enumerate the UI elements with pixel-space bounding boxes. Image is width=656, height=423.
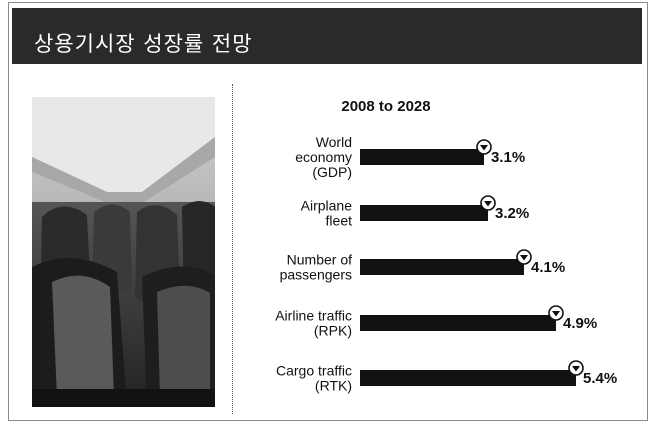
bar [360,259,524,275]
value-label: 5.4% [583,370,617,387]
bar [360,315,556,331]
value-label: 3.2% [495,205,529,222]
down-triangle-circle-icon [548,305,564,321]
panel-divider [232,84,233,414]
down-triangle-circle-icon [480,195,496,211]
category-label-line: Cargo traffic [276,363,352,379]
down-triangle-circle-icon [476,139,492,155]
category-label: Number of passengers [280,252,353,283]
airplane-cabin-photo [32,97,215,407]
category-label: Airplane fleet [301,198,353,229]
category-label-line: economy [295,149,352,165]
category-label-line: Number of [287,252,352,268]
bar [360,370,576,386]
category-label-line: (RTK) [315,378,352,394]
category-label-line: fleet [326,213,353,229]
category-label: Airline traffic (RPK) [275,308,352,339]
growth-chart: 2008 to 2028 World economy (GDP) 3.1% Airpla… [236,90,646,410]
category-label: Cargo traffic (RTK) [276,363,352,394]
category-label-line: Airline traffic [275,308,352,324]
title-bar: 상용기시장 성장률 전망 [12,8,642,64]
chart-svg: World economy (GDP) 3.1% Airplane fleet 3.2% Nu… [275,134,617,394]
page-title: 상용기시장 성장률 전망 [34,32,253,56]
category-label-line: (GDP) [312,164,352,180]
value-label: 3.1% [491,149,525,166]
down-triangle-circle-icon [568,360,584,376]
bar [360,205,488,221]
category-label: World economy (GDP) [295,134,352,180]
cabin-illustration [32,97,215,407]
category-label-line: World [316,134,352,150]
value-label: 4.9% [563,315,597,332]
down-triangle-circle-icon [516,249,532,265]
chart-title: 2008 to 2028 [341,98,431,115]
category-label-line: passengers [280,267,352,283]
value-label: 4.1% [531,259,565,276]
bar [360,149,484,165]
category-label-line: (RPK) [314,323,352,339]
category-label-line: Airplane [301,198,353,214]
